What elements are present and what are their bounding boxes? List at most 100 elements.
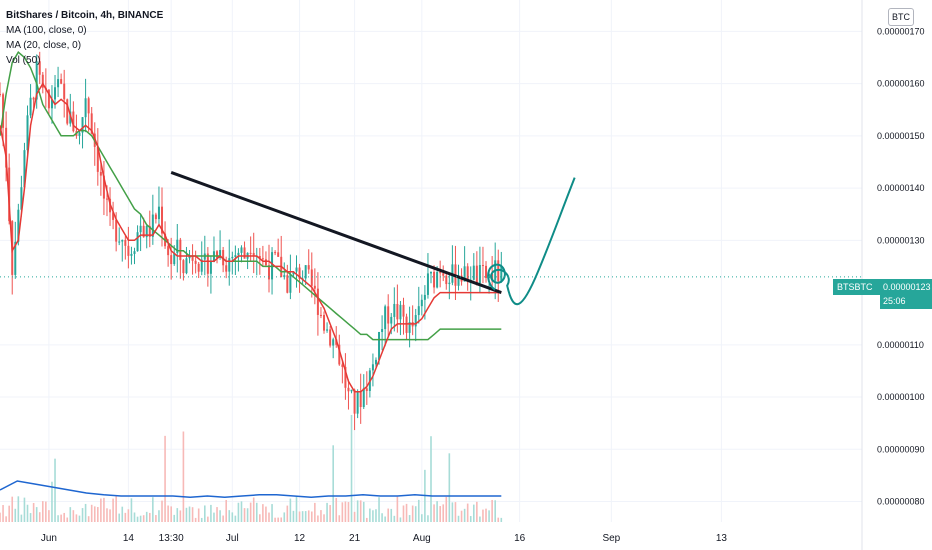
volume-bar	[29, 513, 32, 522]
volume-bar	[103, 497, 105, 522]
candle-body	[319, 314, 322, 316]
price-tick-label: 0.00000170	[877, 26, 925, 36]
ma100-line[interactable]	[0, 51, 502, 341]
volume-bar	[433, 504, 435, 522]
volume-bar	[124, 512, 127, 522]
candle-body	[405, 316, 408, 333]
candle-body	[84, 98, 87, 118]
candle-body	[289, 274, 292, 293]
candle-body	[347, 387, 350, 392]
chart-legend: BitShares / Bitcoin, 4h, BINANCE MA (100…	[6, 8, 163, 68]
volume-bar	[84, 503, 87, 522]
volume-bar	[378, 497, 380, 522]
volume-bar	[436, 501, 438, 522]
indicator-ma20[interactable]: MA (20, close, 0)	[6, 40, 82, 51]
candle-body	[341, 364, 344, 367]
candle-body	[310, 269, 313, 286]
volume-bar	[191, 507, 194, 522]
candle-body	[353, 389, 356, 414]
volume-bar	[304, 511, 307, 522]
volume-bar	[482, 509, 484, 522]
volume-bar	[494, 500, 496, 522]
candle-body	[448, 282, 451, 285]
candle-body	[206, 253, 209, 274]
volume-bar	[350, 414, 353, 522]
time-tick-label: Sep	[602, 533, 620, 544]
candle-body	[170, 255, 173, 265]
candle-body	[381, 329, 384, 332]
volume-bar	[335, 497, 338, 522]
price-axis[interactable]: 0.00000170 0.00000160 0.00000150 0.00000140…	[877, 26, 925, 506]
candle-body	[307, 265, 310, 270]
candle-body	[304, 265, 307, 279]
volume-bar	[488, 510, 490, 522]
volume-bar	[295, 496, 298, 522]
candle-body	[292, 271, 295, 275]
candlesticks	[0, 51, 503, 431]
candle-body	[185, 258, 188, 274]
projection-drawing[interactable]	[487, 177, 576, 306]
candle-body	[472, 265, 475, 280]
volume-bar	[399, 517, 402, 522]
candle-body	[374, 359, 377, 365]
volume-bar	[421, 514, 423, 522]
time-axis[interactable]: Jun 14 13:30 Jul 12 21 Aug 16 Sep 13	[41, 533, 728, 544]
candle-body	[173, 253, 176, 265]
indicator-ma100[interactable]: MA (100, close, 0)	[6, 25, 87, 36]
candle-body	[393, 303, 396, 317]
price-tick-label: 0.00000090	[877, 444, 925, 454]
volume-bar	[344, 501, 347, 522]
candle-body	[17, 209, 20, 242]
candle-body	[136, 232, 139, 252]
volume-bar	[323, 514, 325, 522]
candle-body	[50, 99, 53, 109]
candle-body	[127, 245, 130, 256]
candle-body	[362, 388, 365, 408]
volume-bar	[8, 505, 10, 522]
candle-body	[99, 171, 102, 176]
candle-body	[414, 315, 417, 327]
candle-body	[118, 241, 121, 243]
volume-bar	[262, 504, 264, 522]
candle-body	[231, 256, 234, 259]
volume-bar	[326, 502, 328, 522]
candle-body	[371, 364, 374, 371]
volume-bar	[301, 511, 304, 522]
time-tick-label: Aug	[413, 533, 431, 544]
volume-bar	[100, 498, 102, 522]
candle-body	[249, 252, 252, 254]
volume-bar	[45, 501, 47, 522]
currency-badge[interactable]: BTC	[888, 8, 914, 26]
candle-body	[313, 285, 316, 289]
volume-bar	[90, 504, 93, 522]
candle-body	[466, 266, 469, 281]
candle-body	[399, 304, 402, 320]
candle-body	[23, 150, 26, 188]
candle-body	[439, 271, 442, 274]
volume-bar	[81, 508, 84, 522]
volume-bar	[197, 508, 200, 522]
symbol-title[interactable]: BitShares / Bitcoin, 4h, BINANCE	[6, 10, 164, 21]
candle-body	[148, 225, 151, 237]
candle-body	[264, 259, 267, 266]
volume-bar	[112, 498, 114, 522]
volume-bar	[384, 516, 386, 522]
candle-body	[423, 294, 426, 300]
candle-body	[445, 275, 448, 285]
price-tick-label: 0.00000150	[877, 131, 925, 141]
volume-bar	[17, 496, 20, 522]
volume-bar	[259, 514, 261, 522]
symbol-price-tag: BTSBTC	[833, 279, 888, 295]
volume-bar	[173, 514, 176, 522]
volume-bar	[142, 515, 145, 522]
price-tick-label: 0.00000140	[877, 183, 925, 193]
volume-bar	[280, 517, 283, 522]
candle-body	[209, 261, 212, 274]
candle-body	[267, 265, 270, 280]
ma20-line[interactable]	[0, 82, 502, 393]
candle-body	[154, 214, 157, 220]
candle-body	[326, 329, 329, 331]
indicator-volume[interactable]: Vol (50)	[6, 55, 41, 66]
trendline-drawing[interactable]	[170, 170, 502, 294]
